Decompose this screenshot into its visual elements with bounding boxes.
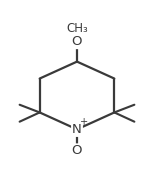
Text: +: + — [80, 117, 88, 127]
Text: CH₃: CH₃ — [66, 22, 88, 35]
Text: O: O — [72, 35, 82, 48]
Text: O: O — [72, 144, 82, 157]
Text: N: N — [72, 123, 82, 136]
